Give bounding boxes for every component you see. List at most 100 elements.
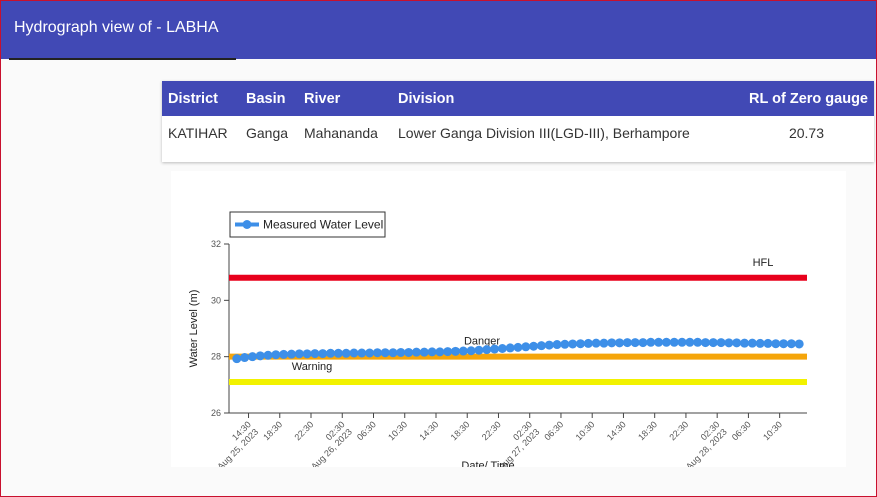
data-point — [677, 337, 687, 347]
th: River — [298, 81, 392, 116]
data-point — [529, 341, 539, 351]
data-point — [380, 348, 390, 358]
legend-label: Measured Water Level — [263, 218, 383, 232]
data-point — [365, 348, 375, 358]
data-point — [794, 339, 804, 349]
data-point — [700, 338, 710, 348]
data-point — [575, 339, 585, 349]
x-tick-label: 18:30 — [261, 419, 284, 442]
data-point — [747, 338, 757, 348]
x-tick-label: 22:30 — [667, 419, 690, 442]
td: KATIHAR — [168, 125, 228, 141]
data-point — [638, 338, 648, 348]
data-point — [779, 339, 789, 349]
data-point — [607, 338, 617, 348]
data-point — [388, 348, 398, 358]
data-point — [357, 348, 367, 358]
td: Ganga — [246, 125, 289, 141]
data-point — [458, 346, 468, 356]
data-point — [232, 354, 242, 364]
data-point — [685, 337, 695, 347]
x-tick-label: 06:30 — [355, 419, 378, 442]
data-point — [771, 339, 781, 349]
th: RL of Zero gauge — [728, 81, 874, 116]
data-point — [513, 342, 523, 352]
th: Division — [392, 81, 729, 116]
data-point — [536, 341, 546, 351]
data-point — [333, 348, 343, 358]
data-point — [583, 338, 593, 348]
data-point — [294, 349, 304, 359]
data-point — [505, 343, 515, 353]
y-tick-label: 26 — [211, 408, 221, 418]
data-point — [435, 347, 445, 357]
data-point — [247, 352, 257, 362]
data-point — [497, 343, 507, 353]
tab-underline — [9, 58, 236, 60]
data-point — [286, 349, 296, 359]
reference-label: Warning — [292, 361, 333, 373]
data-point — [427, 347, 437, 357]
x-tick-label: 22:30 — [480, 419, 503, 442]
info-table: District Basin River Division RL of Zero… — [162, 81, 874, 150]
y-axis-label: Water Level (m) — [188, 290, 200, 368]
data-point — [411, 347, 421, 357]
x-tick-label: 10:30 — [386, 419, 409, 442]
data-point — [372, 348, 382, 358]
data-point — [326, 348, 336, 358]
data-point — [591, 338, 601, 348]
x-tick-label: 14:30 — [605, 419, 628, 442]
data-point — [396, 347, 406, 357]
reference-label: HFL — [753, 257, 774, 269]
data-point — [763, 338, 773, 348]
header: Hydrograph view of - LABHA — [1, 1, 876, 59]
x-axis-label: Date/ Time — [461, 460, 514, 467]
data-point — [490, 344, 500, 354]
legend-marker — [242, 220, 252, 229]
data-point — [419, 347, 429, 357]
data-point — [786, 339, 796, 349]
y-tick-label: 32 — [211, 239, 221, 249]
td: Mahananda — [304, 125, 378, 141]
x-tick-label: 18:30 — [449, 419, 472, 442]
data-point — [451, 346, 461, 356]
data-point — [302, 349, 312, 359]
data-point — [255, 351, 265, 361]
th: District — [162, 81, 240, 116]
td: 20.73 — [788, 125, 824, 141]
x-tick-label: 06:30 — [542, 419, 565, 442]
data-point — [646, 337, 656, 347]
data-point — [740, 338, 750, 348]
data-point — [630, 338, 640, 348]
info-card: District Basin River Division RL of Zero… — [162, 81, 874, 162]
td: Lower Ganga Division III(LGD-III), Berha… — [398, 125, 690, 141]
x-tick-label: 10:30 — [574, 419, 597, 442]
data-point — [693, 337, 703, 347]
y-tick-label: 30 — [211, 295, 221, 305]
data-point — [318, 349, 328, 359]
table-header: District Basin River Division RL of Zero… — [162, 81, 874, 116]
data-point — [271, 350, 281, 360]
data-point — [544, 340, 554, 350]
th: Basin — [240, 81, 298, 116]
data-point — [622, 338, 632, 348]
data-point — [240, 353, 250, 363]
data-point — [568, 339, 578, 349]
x-tick-label: 14:30 — [417, 419, 440, 442]
legend-box — [229, 211, 386, 238]
data-point — [341, 348, 351, 358]
data-point — [669, 337, 679, 347]
x-tick-label: 22:30 — [292, 419, 315, 442]
data-point — [349, 348, 359, 358]
data-point — [755, 338, 765, 348]
data-point — [279, 349, 289, 359]
data-point — [310, 349, 320, 359]
data-point — [560, 339, 570, 349]
reference-label: Danger — [464, 336, 500, 348]
legend: Measured Water Level — [229, 211, 386, 238]
x-tick-label: 10:30 — [761, 419, 784, 442]
data-point — [708, 338, 718, 348]
y-tick-label: 28 — [211, 352, 221, 362]
